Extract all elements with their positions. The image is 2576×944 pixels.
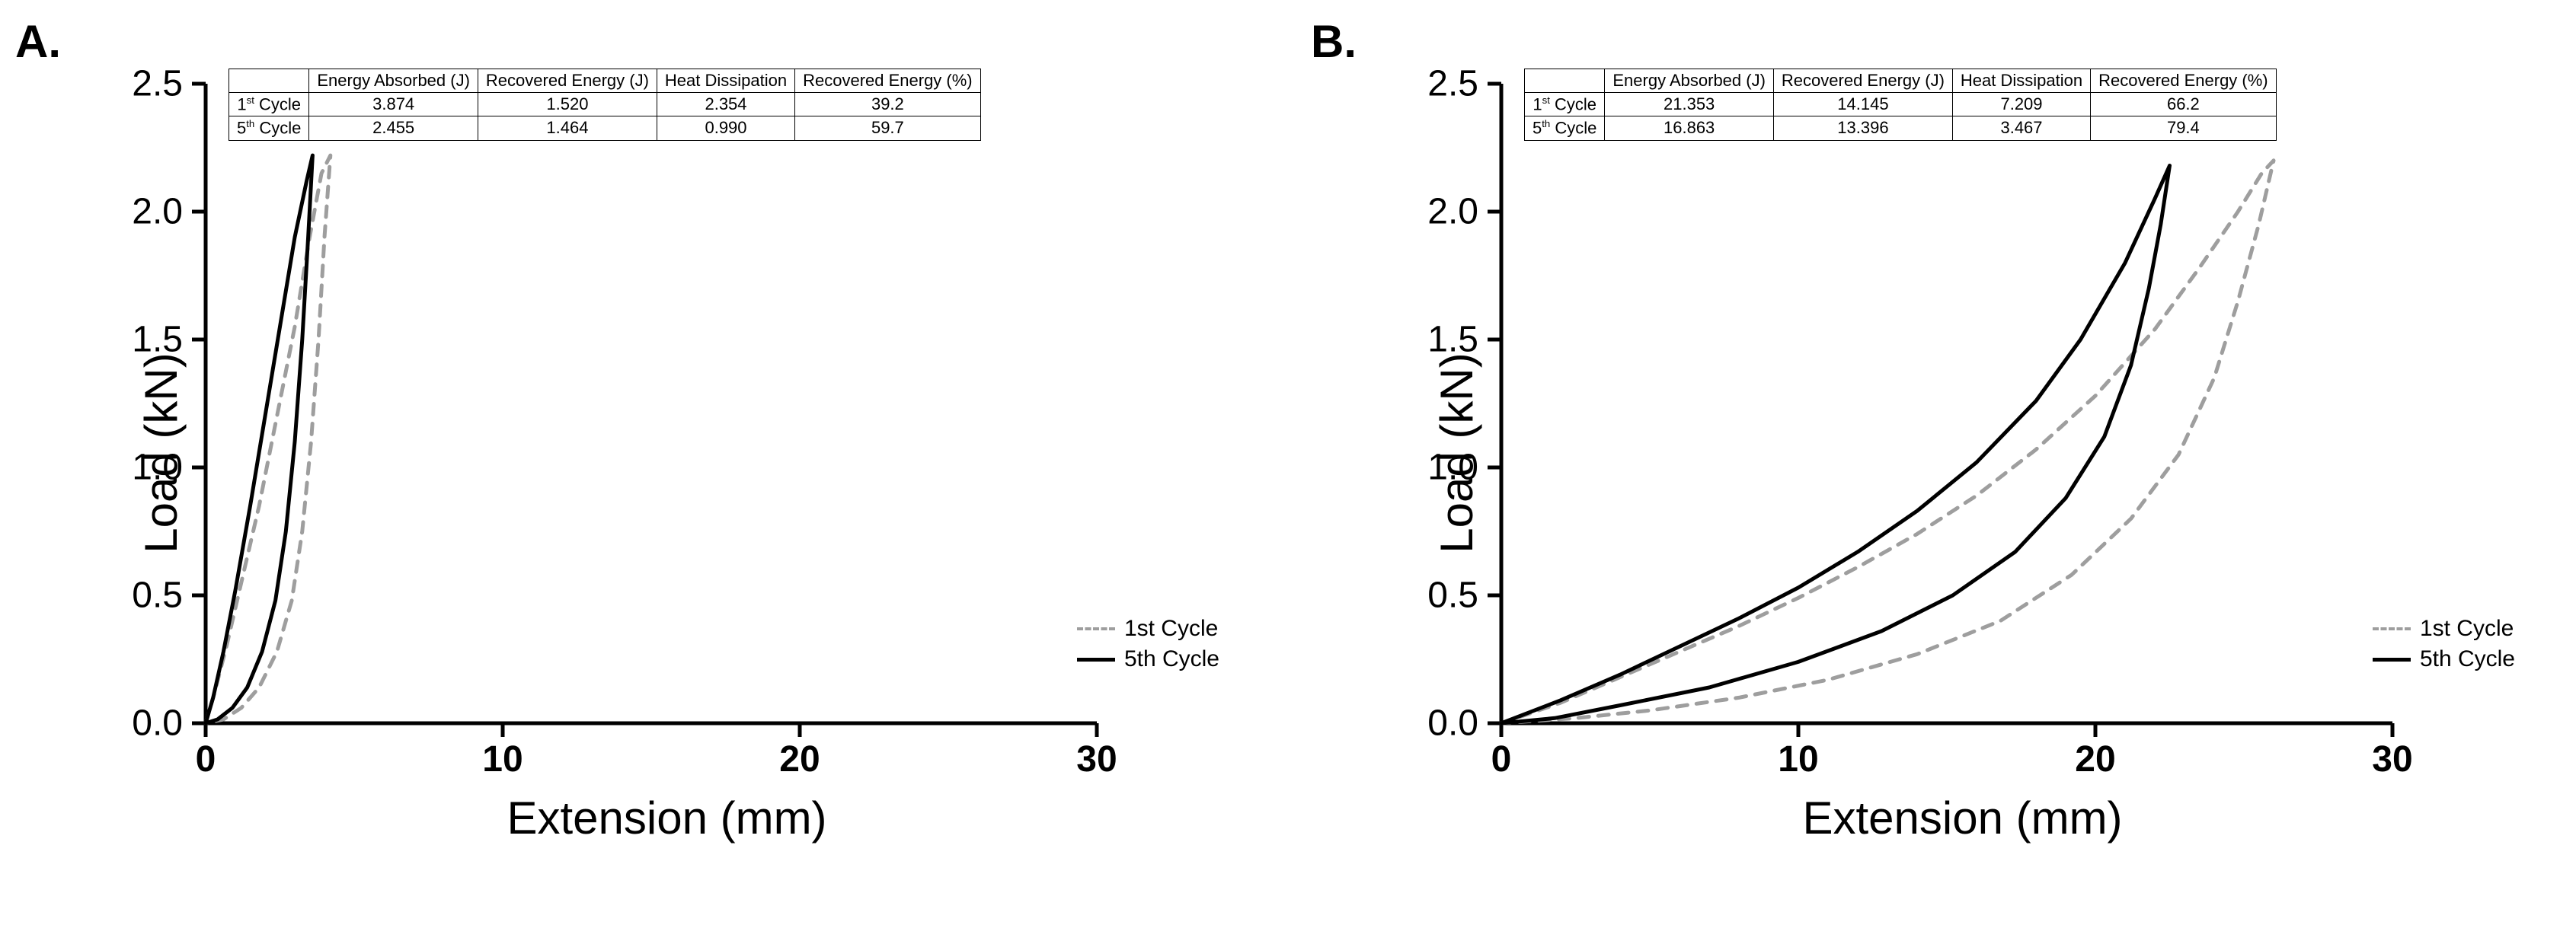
legend-label-1st: 1st Cycle xyxy=(2420,616,2514,642)
col-recov-energy: Recovered Energy (J) xyxy=(1773,69,1952,93)
x-tick-label: 30 xyxy=(2372,738,2412,780)
panel-b-table-header-row: Energy Absorbed (J) Recovered Energy (J)… xyxy=(1525,69,2277,93)
swatch-dash-icon xyxy=(2373,627,2411,630)
series-5th-cycle xyxy=(206,155,312,723)
row-label: 5th Cycle xyxy=(229,116,309,140)
cell: 1.464 xyxy=(478,116,657,140)
legend-label-5th: 5th Cycle xyxy=(2420,646,2515,672)
y-tick-label: 0.5 xyxy=(132,575,183,617)
plot-a: 0.0 0.5 1.0 1.5 2.0 2.5 0 10 20 30 xyxy=(69,61,1135,784)
y-tick-label: 1.0 xyxy=(1427,447,1478,489)
panel-a-label: A. xyxy=(15,15,61,68)
table-row: 1st Cycle3.8741.5202.35439.2 xyxy=(229,93,981,116)
legend-row-5th: 5th Cycle xyxy=(1077,646,1219,672)
row-label: 5th Cycle xyxy=(1525,116,1605,140)
col-blank xyxy=(1525,69,1605,93)
legend-label-1st: 1st Cycle xyxy=(1124,616,1218,642)
cell: 0.990 xyxy=(657,116,794,140)
x-tick-label: 20 xyxy=(2075,738,2115,780)
cell: 59.7 xyxy=(795,116,981,140)
cell: 2.354 xyxy=(657,93,794,116)
cell: 21.353 xyxy=(1605,93,1774,116)
cell: 3.874 xyxy=(309,93,478,116)
cell: 79.4 xyxy=(2091,116,2277,140)
legend-row-1st: 1st Cycle xyxy=(1077,616,1219,642)
cell: 39.2 xyxy=(795,93,981,116)
series-5th-cycle xyxy=(1501,166,2170,724)
y-tick-label: 0.0 xyxy=(132,703,183,745)
x-tick-label: 30 xyxy=(1076,738,1117,780)
legend-row-5th: 5th Cycle xyxy=(2373,646,2515,672)
col-recov-pct: Recovered Energy (%) xyxy=(2091,69,2277,93)
swatch-solid-icon xyxy=(2373,658,2411,662)
row-label: 1st Cycle xyxy=(1525,93,1605,116)
cell: 1.520 xyxy=(478,93,657,116)
cell: 2.455 xyxy=(309,116,478,140)
panel-b-table-body: 1st Cycle21.35314.1457.20966.25th Cycle1… xyxy=(1525,93,2277,141)
cell: 13.396 xyxy=(1773,116,1952,140)
row-label: 1st Cycle xyxy=(229,93,309,116)
panel-b: B. Energy Absorbed (J) Recovered Energy … xyxy=(1311,15,2561,929)
col-energy-abs: Energy Absorbed (J) xyxy=(1605,69,1774,93)
cell: 3.467 xyxy=(1952,116,2090,140)
plot-b-svg xyxy=(1364,61,2431,784)
legend-b: 1st Cycle 5th Cycle xyxy=(2373,616,2515,677)
y-tick-label: 2.0 xyxy=(1427,191,1478,233)
legend-a: 1st Cycle 5th Cycle xyxy=(1077,616,1219,677)
col-recov-pct: Recovered Energy (%) xyxy=(795,69,981,93)
table-row: 5th Cycle2.4551.4640.99059.7 xyxy=(229,116,981,140)
panel-a-table-header-row: Energy Absorbed (J) Recovered Energy (J)… xyxy=(229,69,981,93)
x-tick-label: 10 xyxy=(1778,738,1818,780)
x-tick-label: 0 xyxy=(196,738,216,780)
legend-label-5th: 5th Cycle xyxy=(1124,646,1219,672)
x-tick-label: 20 xyxy=(779,738,820,780)
plot-a-svg xyxy=(69,61,1135,784)
y-tick-label: 2.5 xyxy=(1427,63,1478,105)
panel-b-table: Energy Absorbed (J) Recovered Energy (J)… xyxy=(1524,69,2277,141)
panel-a: A. Energy Absorbed (J) Recovered Energy … xyxy=(15,15,1265,929)
legend-row-1st: 1st Cycle xyxy=(2373,616,2515,642)
x-axis-label-a: Extension (mm) xyxy=(69,792,1265,844)
col-heat-dissip: Heat Dissipation xyxy=(1952,69,2090,93)
swatch-solid-icon xyxy=(1077,658,1115,662)
y-tick-label: 2.0 xyxy=(132,191,183,233)
col-recov-energy: Recovered Energy (J) xyxy=(478,69,657,93)
col-heat-dissip: Heat Dissipation xyxy=(657,69,794,93)
panel-a-table: Energy Absorbed (J) Recovered Energy (J)… xyxy=(229,69,981,141)
col-energy-abs: Energy Absorbed (J) xyxy=(309,69,478,93)
y-tick-label: 1.5 xyxy=(1427,319,1478,361)
x-tick-label: 0 xyxy=(1491,738,1512,780)
y-tick-label: 1.0 xyxy=(132,447,183,489)
cell: 14.145 xyxy=(1773,93,1952,116)
y-tick-label: 0.0 xyxy=(1427,703,1478,745)
y-tick-label: 1.5 xyxy=(132,319,183,361)
x-axis-label-b: Extension (mm) xyxy=(1364,792,2561,844)
cell: 66.2 xyxy=(2091,93,2277,116)
col-blank xyxy=(229,69,309,93)
swatch-dash-icon xyxy=(1077,627,1115,630)
cell: 16.863 xyxy=(1605,116,1774,140)
y-tick-label: 0.5 xyxy=(1427,575,1478,617)
panel-b-chart: Energy Absorbed (J) Recovered Energy (J)… xyxy=(1364,61,2561,844)
panel-a-chart: Energy Absorbed (J) Recovered Energy (J)… xyxy=(69,61,1265,844)
cell: 7.209 xyxy=(1952,93,2090,116)
table-row: 1st Cycle21.35314.1457.20966.2 xyxy=(1525,93,2277,116)
table-row: 5th Cycle16.86313.3963.46779.4 xyxy=(1525,116,2277,140)
panel-b-label: B. xyxy=(1311,15,1357,68)
panel-a-table-body: 1st Cycle3.8741.5202.35439.25th Cycle2.4… xyxy=(229,93,981,141)
y-tick-label: 2.5 xyxy=(132,63,183,105)
x-tick-label: 10 xyxy=(482,738,523,780)
plot-b: 0.0 0.5 1.0 1.5 2.0 2.5 0 10 20 30 xyxy=(1364,61,2431,784)
